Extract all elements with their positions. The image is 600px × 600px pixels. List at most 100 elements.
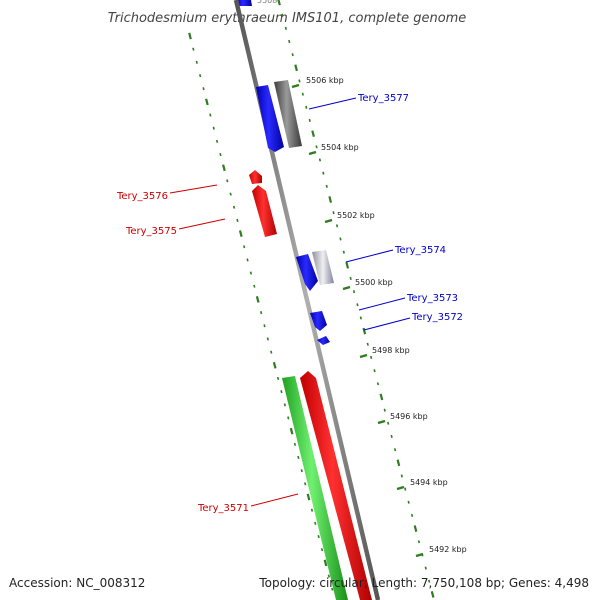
ruler-tick: [424, 566, 427, 570]
ruler-tick: [232, 205, 236, 209]
gene-label-tery-3573[interactable]: Tery_3573: [406, 293, 458, 304]
ruler-tick: [383, 408, 386, 412]
gene-feature-tery-3577-gray[interactable]: [274, 80, 302, 148]
gene-label-tery-3571[interactable]: Tery_3571: [197, 503, 249, 514]
ruler-tick: [311, 130, 315, 137]
gene-feature-tery-3576[interactable]: [249, 170, 262, 184]
tick-label-5494: 5494 kbp: [410, 478, 448, 487]
ruler-tick: [205, 98, 209, 106]
ruler-tick: [249, 271, 253, 275]
leader-tery-3576: [169, 184, 218, 194]
gene-feature-tery-3577[interactable]: [256, 85, 284, 152]
ruler-tick: [192, 47, 195, 51]
kbp-tick-mark: [308, 150, 317, 156]
ruler-tick: [379, 393, 384, 401]
ruler-tick: [298, 79, 301, 83]
ruler-tick: [339, 237, 342, 241]
ruler-tick: [202, 87, 205, 91]
tick-label-5498: 5498 kbp: [372, 346, 410, 355]
ruler-tick: [246, 258, 249, 262]
gene-label-tery-3576[interactable]: Tery_3576: [116, 191, 168, 202]
kbp-tick-mark: [359, 353, 368, 359]
ruler-tick: [272, 361, 277, 369]
ruler-tick: [199, 73, 202, 78]
gene-label-tery-3575[interactable]: Tery_3575: [125, 226, 177, 237]
ruler-tick: [362, 327, 367, 335]
ruler-tick: [413, 525, 418, 532]
ruler-tick: [226, 179, 229, 183]
ruler-tick: [243, 245, 246, 249]
ruler-tick: [366, 342, 369, 346]
gene-feature-tery-3571[interactable]: [282, 376, 348, 600]
ruler-tick: [188, 32, 192, 40]
ruler-tick: [356, 303, 359, 307]
gene-labels: Tery_3577 Tery_3576 Tery_3575 Tery_3574 …: [116, 93, 463, 514]
ruler-tick: [352, 290, 356, 294]
gene-features: [249, 80, 372, 600]
ruler-tick: [284, 26, 287, 30]
tick-label-5496: 5496 kbp: [390, 412, 428, 421]
ruler-tick: [359, 316, 362, 320]
leader-tery-3574: [345, 249, 394, 263]
gene-feature-tery-3573[interactable]: [310, 311, 327, 331]
gene-label-tery-3574[interactable]: Tery_3574: [394, 245, 446, 256]
gene-feature-tery-3574[interactable]: [296, 254, 318, 291]
ruler-tick: [317, 534, 320, 539]
ruler-tick: [387, 421, 390, 425]
leader-tery-3577: [308, 97, 357, 110]
ruler-tick: [293, 442, 297, 446]
ruler-tick: [236, 218, 239, 222]
ruler-tick: [229, 192, 232, 196]
kbp-tick-labels: 5506 kbp 5504 kbp 5502 kbp 5500 kbp 5498…: [291, 76, 467, 558]
ruler-tick: [260, 311, 263, 315]
ruler-tick: [300, 469, 303, 473]
ruler-tick: [289, 427, 294, 435]
kbp-tick-mark: [396, 485, 405, 491]
ruler-tick: [393, 448, 397, 452]
ruler-tick: [270, 350, 273, 354]
ruler-tick: [417, 540, 421, 544]
tick-label-5492: 5492 kbp: [429, 545, 467, 554]
ruler-tick: [301, 92, 304, 96]
kbp-tick-mark: [342, 285, 351, 291]
ruler-tick: [283, 403, 286, 407]
ruler-tick: [318, 158, 322, 162]
ruler-tick: [287, 416, 290, 420]
gene-label-tery-3577[interactable]: Tery_3577: [357, 93, 409, 104]
kbp-tick-mark: [324, 218, 333, 224]
ruler-tick: [310, 508, 314, 512]
ruler-tick: [342, 250, 345, 254]
ruler-tick: [308, 118, 311, 123]
ruler-tick: [195, 60, 198, 64]
ruler-tick: [335, 224, 339, 228]
gene-feature-top-partial[interactable]: [236, 0, 252, 6]
ruler-tick: [263, 324, 266, 328]
ruler-tick: [294, 64, 298, 72]
ruler-tick: [297, 455, 300, 460]
gene-feature-tery-3575[interactable]: [252, 185, 277, 237]
outer-ruler-left: [188, 32, 334, 591]
gene-feature-tery-3572[interactable]: [317, 336, 330, 345]
gene-feature-tery-3571-red[interactable]: [300, 371, 372, 600]
ruler-tick: [410, 513, 414, 518]
ruler-tick: [396, 459, 401, 467]
ruler-tick: [407, 500, 410, 504]
ruler-tick: [325, 184, 328, 188]
ruler-tick: [327, 574, 330, 578]
ruler-tick: [253, 284, 256, 288]
ruler-tick: [281, 13, 284, 17]
ruler-tick: [305, 105, 308, 109]
tick-label-5504: 5504 kbp: [321, 143, 359, 152]
ruler-tick: [222, 164, 226, 172]
ruler-tick: [219, 152, 222, 157]
ruler-tick: [280, 390, 283, 394]
ruler-tick: [255, 296, 260, 303]
ruler-tick: [209, 113, 212, 117]
tick-label-5502: 5502 kbp: [337, 211, 375, 220]
gene-feature-tery-3574-gray[interactable]: [312, 250, 334, 285]
ruler-tick: [400, 474, 403, 478]
gene-label-tery-3572[interactable]: Tery_3572: [411, 312, 463, 323]
ruler-tick: [215, 139, 219, 143]
ruler-tick: [376, 382, 380, 386]
